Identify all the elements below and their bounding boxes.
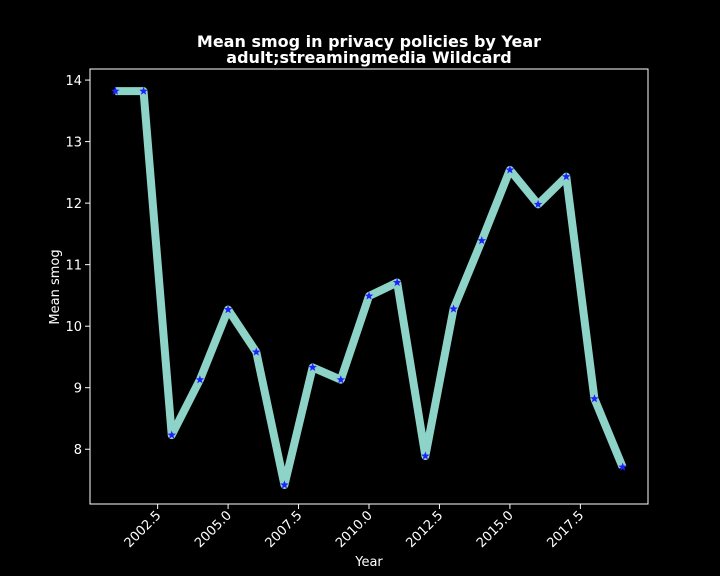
data-point-star-marker bbox=[561, 172, 571, 181]
data-point-star-marker bbox=[308, 362, 317, 372]
y-tick-label: 14 bbox=[65, 74, 82, 89]
data-point-star-marker bbox=[139, 86, 148, 95]
y-tick-label: 13 bbox=[65, 136, 82, 151]
data-point-star-marker bbox=[336, 375, 346, 384]
data-point-star-marker bbox=[223, 305, 233, 314]
chart-title: Mean smog in privacy policies by Year bbox=[197, 32, 541, 51]
y-tick-label: 11 bbox=[65, 259, 82, 274]
data-point-star-marker bbox=[618, 462, 627, 471]
series-layer bbox=[111, 86, 627, 489]
data-point-star-marker bbox=[477, 236, 487, 245]
y-tick-label: 12 bbox=[65, 197, 82, 212]
y-tick-label: 9 bbox=[74, 382, 82, 397]
y-tick-label: 8 bbox=[74, 443, 82, 458]
data-point-star-marker bbox=[195, 375, 205, 384]
y-axis: 8 9 10 11 12 13 14 bbox=[65, 74, 90, 458]
data-point-star-marker bbox=[421, 451, 430, 460]
data-point-star-marker bbox=[449, 304, 458, 313]
data-point-star-marker bbox=[280, 480, 289, 489]
data-point-star-marker bbox=[167, 430, 177, 439]
data-point-star-marker bbox=[392, 278, 402, 287]
data-point-star-marker bbox=[364, 291, 374, 300]
y-axis-label: Mean smog bbox=[48, 249, 63, 324]
data-point-star-marker bbox=[251, 347, 261, 356]
chart-subtitle: adult;streamingmedia Wildcard bbox=[226, 48, 511, 67]
data-point-star-marker bbox=[111, 86, 120, 95]
data-point-star-marker bbox=[533, 199, 543, 208]
x-axis-label: Year bbox=[354, 555, 383, 570]
y-tick-label: 10 bbox=[65, 320, 82, 335]
data-point-star-marker bbox=[505, 165, 515, 174]
data-point-star-marker bbox=[590, 394, 599, 403]
